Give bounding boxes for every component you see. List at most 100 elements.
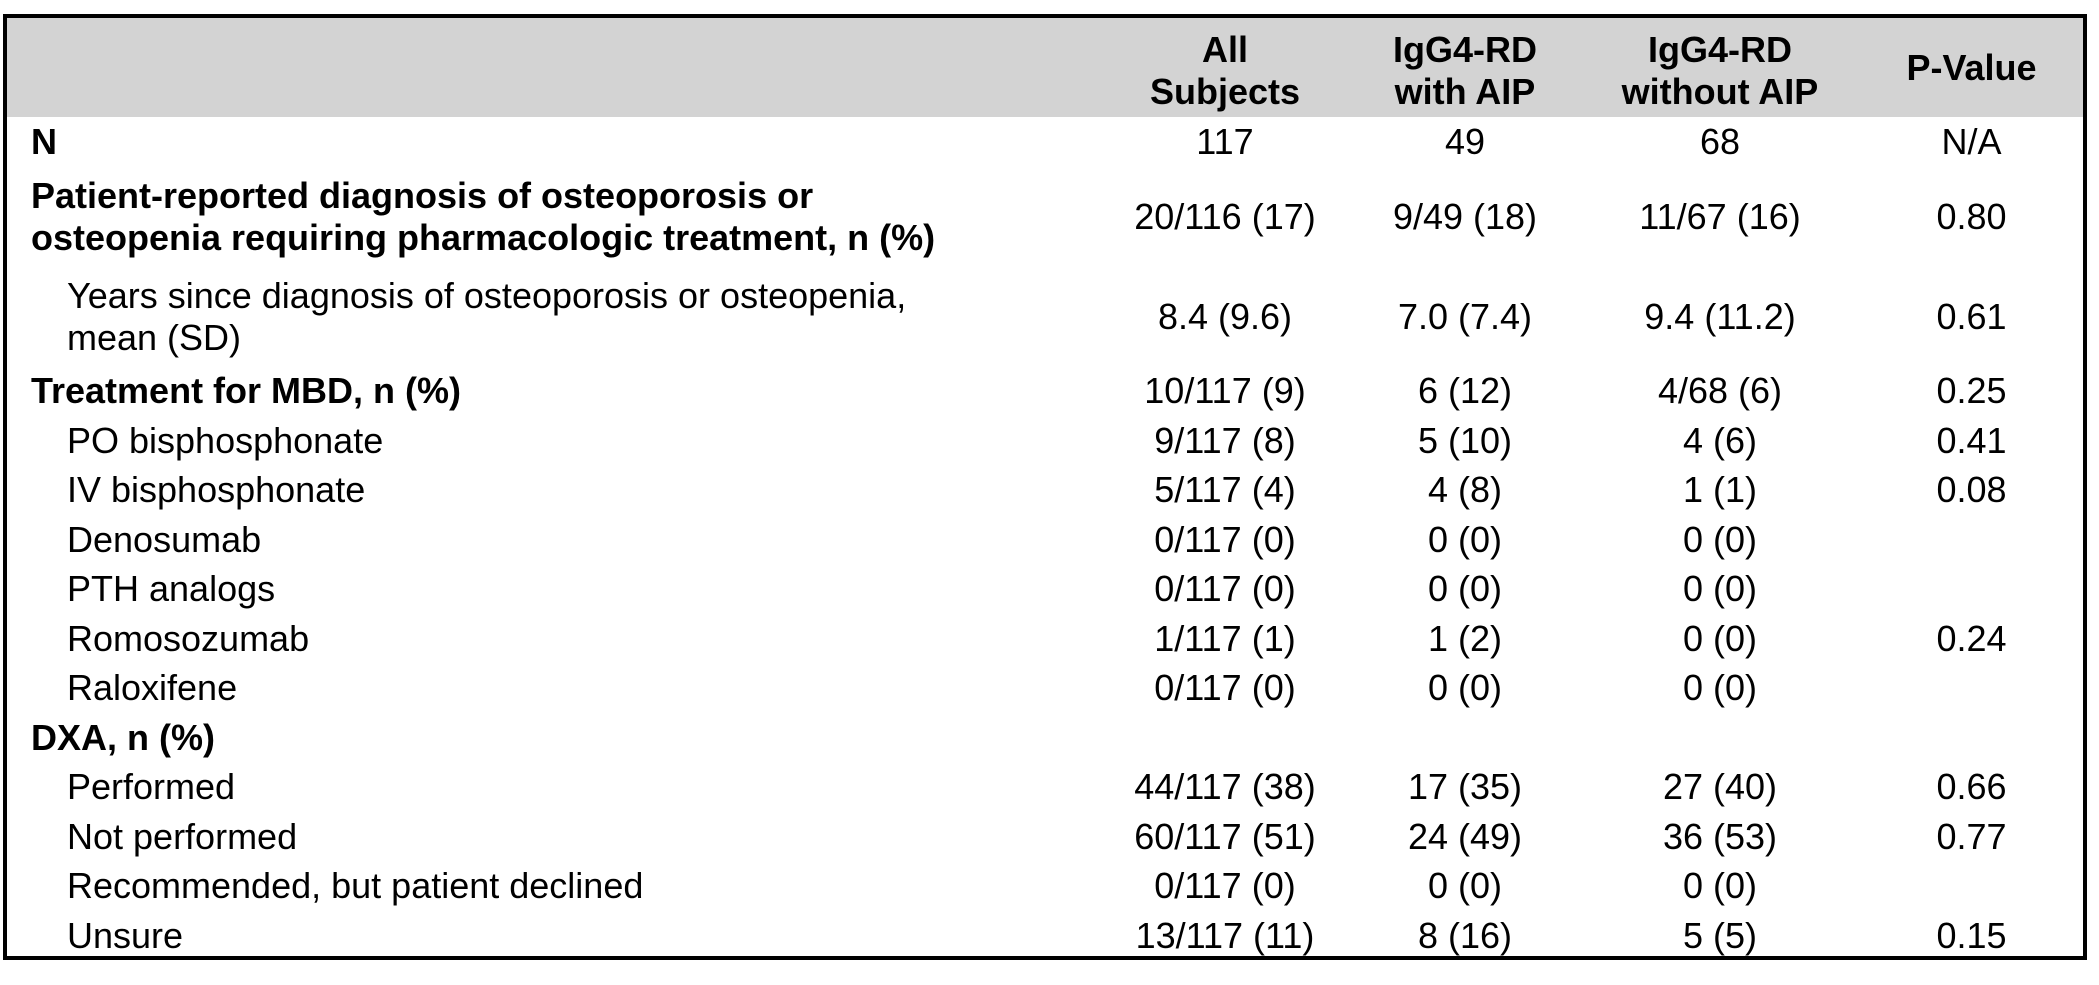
row-label: N xyxy=(31,120,57,162)
cell-p-value: 0.41 xyxy=(1936,419,2007,461)
header-blank-cell xyxy=(7,18,1100,117)
row-label: PO bisphosphonate xyxy=(67,419,384,461)
table-row-denosumab: Denosumab 0/117 (0) 0 (0) 0 (0) xyxy=(7,515,2083,565)
cell-with-aip: 0 (0) xyxy=(1427,568,1503,610)
cell-p-value: 0.66 xyxy=(1936,766,2007,808)
table-row-dxa-not-performed: Not performed 60/117 (51) 24 (49) 36 (53… xyxy=(7,812,2083,862)
results-table-frame: All Subjects IgG4-RD with AIP IgG4-RD wi… xyxy=(3,14,2087,960)
header-all-subjects: All Subjects xyxy=(1100,18,1350,117)
cell-p-value xyxy=(1860,862,2083,912)
row-label: Performed xyxy=(67,766,236,808)
cell-with-aip: 0 (0) xyxy=(1427,518,1503,560)
cell-all-subjects: 44/117 (38) xyxy=(1134,766,1316,808)
table-row-iv-bisphosphonate: IV bisphosphonate 5/117 (4) 4 (8) 1 (1) … xyxy=(7,466,2083,516)
cell-p-value xyxy=(1860,565,2083,615)
header-line: IgG4-RD xyxy=(1648,29,1792,70)
cell-p-value: 0.08 xyxy=(1936,469,2007,511)
header-row: All Subjects IgG4-RD with AIP IgG4-RD wi… xyxy=(7,18,2083,117)
table-row-osteoporosis-diagnosis: Patient-reported diagnosis of osteoporos… xyxy=(7,167,2083,267)
cell-without-aip: 1 (1) xyxy=(1682,469,1758,511)
cell-all-subjects: 0/117 (0) xyxy=(1154,865,1296,907)
table-row-n: N 117 49 68 N/A xyxy=(7,117,2083,167)
cell-p-value xyxy=(1860,713,2083,763)
row-label: DXA, n (%) xyxy=(31,716,215,758)
cell-p-value: 0.80 xyxy=(1936,195,2007,237)
row-label-line: mean (SD) xyxy=(67,316,242,358)
cell-p-value: 0.15 xyxy=(1936,914,2007,956)
table-row-dxa-performed: Performed 44/117 (38) 17 (35) 27 (40) 0.… xyxy=(7,763,2083,813)
cell-without-aip: 0 (0) xyxy=(1682,667,1758,709)
row-label: Recommended, but patient declined xyxy=(67,865,644,907)
cell-with-aip: 0 (0) xyxy=(1427,865,1503,907)
table-row-dxa-declined: Recommended, but patient declined 0/117 … xyxy=(7,862,2083,912)
cell-without-aip: 4 (6) xyxy=(1682,419,1758,461)
cell-p-value: 0.77 xyxy=(1936,815,2007,857)
row-label: Denosumab xyxy=(67,518,262,560)
cell-all-subjects: 0/117 (0) xyxy=(1154,568,1296,610)
table-row-years-since-diagnosis: Years since diagnosis of osteoporosis or… xyxy=(7,267,2083,367)
row-label: PTH analogs xyxy=(67,568,276,610)
row-label: Years since diagnosis of osteoporosis or… xyxy=(7,267,1100,367)
table-header: All Subjects IgG4-RD with AIP IgG4-RD wi… xyxy=(7,18,2083,117)
cell-all-subjects: 60/117 (51) xyxy=(1134,815,1316,857)
cell-all-subjects: 13/117 (11) xyxy=(1135,914,1315,956)
cell-without-aip: 0 (0) xyxy=(1682,518,1758,560)
row-label: Romosozumab xyxy=(67,617,310,659)
cell-without-aip: 36 (53) xyxy=(1662,815,1778,857)
cell-p-value xyxy=(1860,515,2083,565)
header-without-aip: IgG4-RD without AIP xyxy=(1580,18,1860,117)
cell-p-value xyxy=(1860,664,2083,714)
cell-p-value: 0.24 xyxy=(1936,617,2007,659)
cell-all-subjects: 0/117 (0) xyxy=(1154,518,1296,560)
table-row-treatment-mbd: Treatment for MBD, n (%) 10/117 (9) 6 (1… xyxy=(7,367,2083,417)
cell-all-subjects: 1/117 (1) xyxy=(1154,617,1296,659)
cell-p-value: 0.25 xyxy=(1936,370,2007,412)
cell-all-subjects: 9/117 (8) xyxy=(1154,419,1296,461)
cell-with-aip: 17 (35) xyxy=(1407,766,1523,808)
cell-with-aip: 5 (10) xyxy=(1417,419,1513,461)
table-row-pth-analogs: PTH analogs 0/117 (0) 0 (0) 0 (0) xyxy=(7,565,2083,615)
cell-without-aip: 27 (40) xyxy=(1662,766,1778,808)
cell-with-aip: 7.0 (7.4) xyxy=(1397,295,1533,337)
cell-all-subjects: 5/117 (4) xyxy=(1154,469,1296,511)
cell-without-aip: 0 (0) xyxy=(1682,617,1758,659)
table-row-dxa: DXA, n (%) xyxy=(7,713,2083,763)
cell-without-aip: 5 (5) xyxy=(1682,914,1758,956)
table-row-romosozumab: Romosozumab 1/117 (1) 1 (2) 0 (0) 0.24 xyxy=(7,614,2083,664)
row-label: Unsure xyxy=(67,914,184,956)
row-label: Treatment for MBD, n (%) xyxy=(31,370,462,412)
table-row-po-bisphosphonate: PO bisphosphonate 9/117 (8) 5 (10) 4 (6)… xyxy=(7,416,2083,466)
row-label: Raloxifene xyxy=(67,667,238,709)
cell-all-subjects: 117 xyxy=(1196,120,1254,162)
cell-all-subjects: 8.4 (9.6) xyxy=(1157,295,1293,337)
cell-with-aip: 0 (0) xyxy=(1427,667,1503,709)
row-label: Not performed xyxy=(67,815,298,857)
cell-p-value: N/A xyxy=(1941,120,2002,162)
header-line: with AIP xyxy=(1394,71,1536,112)
cell-p-value: 0.61 xyxy=(1936,295,2007,337)
header-p-value: P-Value xyxy=(1860,18,2083,117)
row-label: IV bisphosphonate xyxy=(67,469,366,511)
cell-with-aip: 49 xyxy=(1444,120,1486,162)
row-label-line: Patient-reported diagnosis of osteoporos… xyxy=(31,174,814,216)
table-body: N 117 49 68 N/A Patient-reported diagnos… xyxy=(7,117,2083,956)
cell-without-aip: 68 xyxy=(1699,120,1741,162)
row-label: Patient-reported diagnosis of osteoporos… xyxy=(7,167,1100,267)
cell-with-aip: 1 (2) xyxy=(1427,617,1503,659)
header-line: Subjects xyxy=(1149,71,1301,112)
header-line: without AIP xyxy=(1621,71,1819,112)
cell-with-aip: 8 (16) xyxy=(1417,914,1513,956)
header-with-aip: IgG4-RD with AIP xyxy=(1350,18,1580,117)
table-row-raloxifene: Raloxifene 0/117 (0) 0 (0) 0 (0) xyxy=(7,664,2083,714)
header-line: IgG4-RD xyxy=(1393,29,1537,70)
cell-all-subjects xyxy=(1100,713,1350,763)
cell-with-aip: 4 (8) xyxy=(1427,469,1503,511)
results-table: All Subjects IgG4-RD with AIP IgG4-RD wi… xyxy=(7,18,2083,956)
cell-without-aip: 4/68 (6) xyxy=(1657,370,1783,412)
cell-without-aip: 9.4 (11.2) xyxy=(1644,295,1796,337)
cell-with-aip: 9/49 (18) xyxy=(1392,195,1538,237)
table-row-dxa-unsure: Unsure 13/117 (11) 8 (16) 5 (5) 0.15 xyxy=(7,911,2083,956)
cell-with-aip xyxy=(1350,713,1580,763)
cell-without-aip: 0 (0) xyxy=(1682,568,1758,610)
row-label-line: Years since diagnosis of osteoporosis or… xyxy=(67,274,907,316)
